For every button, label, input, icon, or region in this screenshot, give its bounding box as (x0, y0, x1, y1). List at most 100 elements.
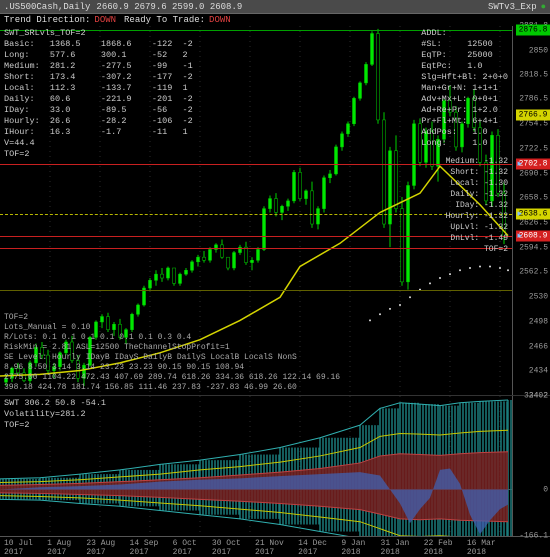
y-tick: 0 (543, 485, 548, 494)
side-label-row: TOF=2 (446, 244, 508, 255)
data-row: Medium: 281.2 -277.5 -99 -1 (4, 61, 193, 72)
bottom-row: RiskMin = 2.81 ASL=12500 TheChannelStopP… (4, 343, 340, 353)
status-dot: ● (541, 2, 546, 12)
data-row: Basic: 1368.5 1868.6 -122 -2 (4, 39, 193, 50)
horizontal-line (0, 248, 512, 249)
y-tick: 2594.5 (519, 243, 548, 252)
data-row: Long: 1.0 (421, 138, 508, 149)
side-labels: Medium: -1.32Short: -1.32Local: -1.30Dai… (446, 156, 508, 255)
lower-info-row: TOF=2 (4, 420, 106, 431)
data-row: Pr+Fl+Mt: 6+4+1 (421, 116, 508, 127)
y-tick: 2562.5 (519, 268, 548, 277)
bottom-row: 8.96 8.50 3.14 3.14 23.23 23.23 90.15 90… (4, 363, 340, 373)
data-row: IHour: 16.3 -1.7 -11 1 (4, 127, 193, 138)
data-row: IDay: 33.0 -89.5 -56 -2 (4, 105, 193, 116)
lower-info-row: SWT 306.2 50.8 -54.1 (4, 398, 106, 409)
x-tick: 1 Aug 2017 (47, 539, 86, 550)
data-row: Local: 112.3 -133.7 -119 1 (4, 83, 193, 94)
x-tick: 6 Oct 2017 (173, 539, 212, 550)
x-tick: 10 Jul 2017 (4, 539, 47, 550)
data-row: ADDL: (421, 28, 508, 39)
y-tick: 2690.5 (519, 169, 548, 178)
left-data-block: SWT_SRLvls_TOF=2 Basic: 1368.5 1868.6 -1… (4, 28, 193, 160)
x-tick: 31 Jan 2018 (381, 539, 424, 550)
data-row: Man+Gr+N: 1+1+1 (421, 83, 508, 94)
data-row: Daily: 60.6 -221.9 -201 -2 (4, 94, 193, 105)
bottom-text-block: TOF=2Lots_Manual = 0.10R/Lots: 0.1 0.1 0… (4, 313, 340, 393)
lower-info-row: Volatility=281.2 (4, 409, 106, 420)
y-tick: 2434 (529, 367, 548, 376)
bottom-row: Lots_Manual = 0.10 (4, 323, 340, 333)
data-row: Short: 173.4 -307.2 -177 -2 (4, 72, 193, 83)
chevron-marker: ▸ (517, 209, 522, 219)
x-tick: 23 Aug 2017 (86, 539, 129, 550)
y-tick: 334.2 (524, 392, 548, 401)
trend-direction: DOWN (94, 15, 116, 25)
y-tick: 2754.5 (519, 120, 548, 129)
y-tick: 2626.5 (519, 218, 548, 227)
y-tick: 2530 (529, 293, 548, 302)
data-row: Adv+Mx+L: 0+0+1 (421, 94, 508, 105)
x-tick: 21 Nov 2017 (255, 539, 298, 550)
ready-value: DOWN (209, 15, 231, 25)
side-label-row: UpLvl: -1.32 (446, 222, 508, 233)
y-tick: 2722.5 (519, 144, 548, 153)
data-row: EqTP: 25000 (421, 50, 508, 61)
y-tick: 2658.5 (519, 194, 548, 203)
data-row: Slg=Hft+Bl: 2+0+0 (421, 72, 508, 83)
bottom-row: 2775.00 1104.22 472.43 407.69 289.74 618… (4, 373, 340, 383)
price-tag: 2876.8 (516, 24, 550, 35)
symbol-label: .US500Cash,Daily (4, 2, 90, 12)
bottom-row: R/Lots: 0.1 0.1 0.1 0.1 0.1 0.1 0.3 0.4 (4, 333, 340, 343)
bottom-row: SE Level: Hourly IDayB IDayS DailyB Dail… (4, 353, 340, 363)
ohlc-values: 2660.9 2679.6 2599.0 2608.9 (96, 2, 242, 12)
horizontal-line (0, 236, 512, 237)
data-row: V=44.4 (4, 138, 193, 149)
chevron-marker: ▸ (517, 159, 522, 169)
data-row: EqtPc: 1.0 (421, 61, 508, 72)
side-label-row: DnLvl: -1.49 (446, 233, 508, 244)
side-label-row: Medium: -1.32 (446, 156, 508, 167)
x-tick: 22 Feb 2018 (424, 539, 467, 550)
side-label-row: Daily: -1.32 (446, 189, 508, 200)
horizontal-line (0, 290, 512, 291)
lower-info: SWT 306.2 50.8 -54.1Volatility=281.2TOF=… (4, 398, 106, 431)
trend-bar: Trend Direction: DOWN Ready To Trade: DO… (0, 14, 550, 26)
data-row: TOF=2 (4, 149, 193, 160)
data-row: Ad+Re+Pr: 1+2.0 (421, 105, 508, 116)
y-tick: 2466 (529, 342, 548, 351)
title-bar: .US500Cash,Daily 2660.9 2679.6 2599.0 26… (0, 0, 550, 14)
side-label-row: Hourly: -1.32 (446, 211, 508, 222)
side-label-row: Short: -1.32 (446, 167, 508, 178)
trend-label: Trend Direction: (4, 15, 90, 25)
lower-panel[interactable]: SWT 306.2 50.8 -54.1Volatility=281.2TOF=… (0, 396, 550, 536)
price-tag: 2766.9 (516, 109, 550, 120)
x-tick: 14 Dec 2017 (298, 539, 341, 550)
x-tick: 9 Jan 2018 (341, 539, 380, 550)
side-label-row: Local: -1.30 (446, 178, 508, 189)
bottom-row: 398.18 424.78 181.74 156.85 111.46 237.8… (4, 383, 340, 393)
main-chart[interactable]: ▸▸▸ 240224342466249825302562.52594.52626… (0, 26, 550, 396)
y-tick: 2498 (529, 317, 548, 326)
x-axis: 10 Jul 20171 Aug 201723 Aug 201714 Sep 2… (0, 536, 550, 550)
data-row: #SL: 12500 (421, 39, 508, 50)
horizontal-line (0, 214, 512, 215)
indicator-name: SWTv3_Exp (488, 2, 537, 12)
bottom-row: TOF=2 (4, 313, 340, 323)
right-data-block: ADDL:#SL: 12500EqTP: 25000EqtPc: 1.0Slg=… (421, 28, 508, 149)
data-row: Hourly: 26.6 -28.2 -106 -2 (4, 116, 193, 127)
x-tick: 14 Sep 2017 (130, 539, 173, 550)
horizontal-line (0, 164, 512, 165)
y-tick: 2818.5 (519, 70, 548, 79)
chevron-marker: ▸ (517, 231, 522, 241)
data-row: Long: 577.6 300.1 -52 2 (4, 50, 193, 61)
data-row: AddPos: 1.0 (421, 127, 508, 138)
y-tick: 2850 (529, 46, 548, 55)
lower-y-axis: -166.10334.2 (512, 396, 550, 536)
x-tick: 30 Oct 2017 (212, 539, 255, 550)
y-tick: -166.1 (519, 532, 548, 541)
x-tick: 16 Mar 2018 (467, 539, 510, 550)
side-label-row: IDay: -1.32 (446, 200, 508, 211)
indicator-title: SWT_SRLvls_TOF=2 (4, 28, 193, 39)
y-tick: 2786.5 (519, 95, 548, 104)
